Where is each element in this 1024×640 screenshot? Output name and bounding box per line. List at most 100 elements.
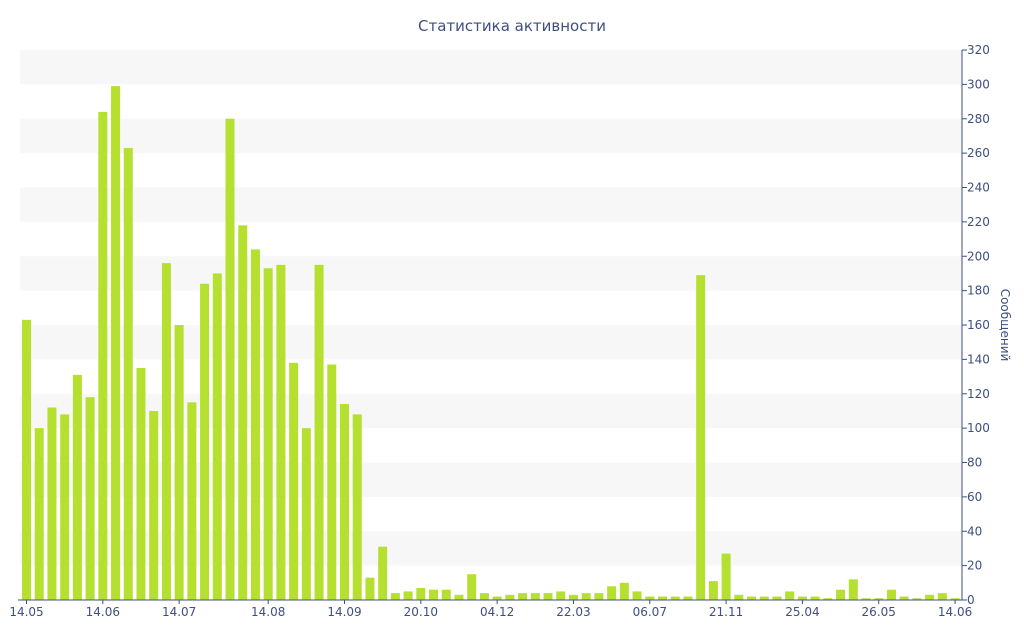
bar[interactable]	[225, 118, 235, 600]
grid-band	[20, 462, 962, 497]
bar[interactable]	[670, 596, 680, 600]
bar[interactable]	[797, 596, 807, 600]
bar[interactable]	[492, 596, 502, 600]
bar[interactable]	[276, 264, 286, 600]
bar[interactable]	[874, 598, 884, 600]
y-tick-label: 160	[967, 318, 990, 332]
bar[interactable]	[479, 593, 489, 601]
bar[interactable]	[759, 596, 769, 600]
bar[interactable]	[568, 594, 578, 600]
bar[interactable]	[301, 428, 311, 601]
bar[interactable]	[416, 587, 426, 600]
bar[interactable]	[47, 407, 57, 601]
bar[interactable]	[518, 593, 528, 601]
bar[interactable]	[861, 598, 871, 600]
bar[interactable]	[734, 594, 744, 600]
y-tick-label: 280	[967, 112, 990, 126]
y-tick-label: 240	[967, 181, 990, 195]
bar[interactable]	[645, 596, 655, 600]
bar[interactable]	[823, 598, 833, 600]
bar[interactable]	[505, 594, 515, 600]
bar[interactable]	[161, 263, 171, 601]
bar[interactable]	[658, 596, 667, 600]
grid-band	[20, 531, 962, 566]
bar[interactable]	[594, 593, 604, 601]
bar[interactable]	[530, 593, 540, 601]
bar[interactable]	[441, 589, 451, 600]
grid-band	[20, 50, 962, 85]
bar[interactable]	[34, 428, 44, 601]
bar[interactable]	[556, 591, 566, 600]
y-tick-label: 320	[967, 43, 990, 57]
bar[interactable]	[238, 225, 248, 600]
bar[interactable]	[72, 374, 82, 600]
y-tick-label: 200	[967, 249, 990, 263]
y-tick-label: 140	[967, 352, 990, 366]
bar[interactable]	[810, 596, 820, 600]
bar[interactable]	[721, 553, 731, 600]
bar[interactable]	[950, 598, 960, 600]
x-tick-label: 21.11	[709, 605, 743, 619]
bar[interactable]	[327, 364, 337, 600]
bar[interactable]	[683, 596, 693, 600]
y-tick-label: 220	[967, 215, 990, 229]
bar[interactable]	[454, 594, 464, 600]
bar[interactable]	[365, 577, 375, 600]
grid-band	[20, 187, 962, 222]
bar[interactable]	[848, 579, 858, 601]
y-tick-label: 180	[967, 284, 990, 298]
bar[interactable]	[619, 582, 629, 600]
bar[interactable]	[352, 414, 362, 601]
bar[interactable]	[123, 147, 133, 600]
bar[interactable]	[886, 589, 896, 600]
x-tick-label: 06.07	[633, 605, 667, 619]
bar[interactable]	[22, 319, 31, 600]
bar[interactable]	[747, 596, 757, 600]
bar[interactable]	[429, 589, 439, 600]
bar[interactable]	[174, 325, 184, 600]
bar[interactable]	[696, 275, 706, 600]
bar[interactable]	[772, 596, 782, 600]
bar[interactable]	[250, 249, 260, 601]
bar[interactable]	[263, 268, 273, 600]
bar[interactable]	[632, 591, 642, 600]
bar[interactable]	[60, 414, 70, 601]
bar[interactable]	[136, 367, 146, 600]
bar[interactable]	[836, 589, 846, 600]
bar[interactable]	[925, 594, 935, 600]
grid-band	[20, 393, 962, 429]
bar[interactable]	[111, 86, 121, 601]
x-tick-label: 25.04	[785, 605, 819, 619]
bar[interactable]	[187, 402, 197, 600]
bar[interactable]	[912, 598, 922, 600]
bar[interactable]	[98, 111, 108, 601]
y-tick-label: 80	[967, 456, 982, 470]
bar[interactable]	[607, 586, 617, 600]
bar[interactable]	[314, 264, 324, 600]
bar[interactable]	[899, 596, 909, 600]
bar[interactable]	[467, 574, 477, 600]
y-tick-label: 20	[967, 559, 982, 573]
chart-title: Статистика активности	[418, 17, 606, 35]
bar[interactable]	[289, 362, 299, 600]
x-tick-label: 20.10	[404, 605, 438, 619]
y-axis-title: Сообщений	[998, 289, 1012, 362]
x-tick-label: 22.03	[556, 605, 590, 619]
grid-bands	[20, 50, 962, 566]
bar[interactable]	[543, 593, 553, 601]
bar[interactable]	[378, 546, 388, 600]
bar[interactable]	[200, 283, 210, 600]
bar[interactable]	[785, 591, 795, 600]
bar[interactable]	[212, 273, 222, 600]
bar-series	[22, 86, 960, 601]
bar[interactable]	[937, 593, 947, 601]
bar[interactable]	[390, 593, 400, 601]
bar[interactable]	[149, 410, 159, 600]
bar[interactable]	[85, 397, 95, 600]
bar[interactable]	[708, 581, 718, 600]
bar[interactable]	[403, 591, 413, 600]
bar[interactable]	[340, 404, 349, 600]
bar[interactable]	[581, 593, 591, 601]
